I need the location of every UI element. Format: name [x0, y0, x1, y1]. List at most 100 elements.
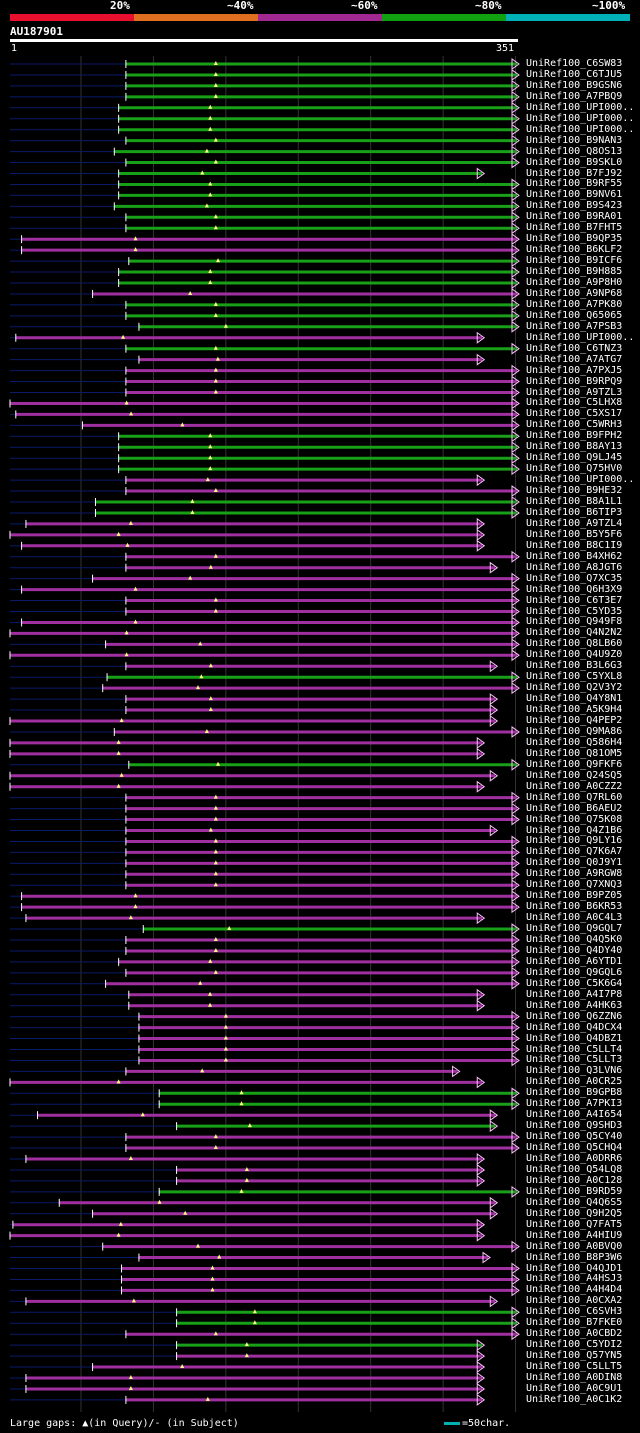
hit-label[interactable]: UniRef100_A0C128 [526, 1174, 623, 1186]
hit-label[interactable]: UniRef100_B8P3W6 [526, 1251, 623, 1263]
hit-label[interactable]: UniRef100_C5LLT3 [526, 1054, 623, 1066]
hit-label[interactable]: UniRef100_Q4DY40 [526, 944, 623, 956]
hit-label[interactable]: UniRef100_Q9GQL7 [526, 923, 623, 935]
hit-label[interactable]: UniRef100_C5K6G4 [526, 977, 623, 989]
hit-label[interactable]: UniRef100_A7PBQ9 [526, 90, 623, 102]
hit-label[interactable]: UniRef100_Q24SQ5 [526, 769, 623, 781]
hit-label[interactable]: UniRef100_Q6ZZN6 [526, 1010, 623, 1022]
hit-label[interactable]: UniRef100_C5LHX8 [526, 397, 623, 409]
hit-label[interactable]: UniRef100_B6AEU2 [526, 802, 623, 814]
hit-label[interactable]: UniRef100_A9TZL4 [526, 517, 623, 529]
hit-label[interactable]: UniRef100_UPI000.. [526, 101, 635, 113]
hit-label[interactable]: UniRef100_A0BVQ0 [526, 1240, 623, 1252]
hit-label[interactable]: UniRef100_Q54LQ8 [526, 1163, 623, 1175]
hit-label[interactable]: UniRef100_Q9SHD3 [526, 1120, 623, 1132]
hit-label[interactable]: UniRef100_C5WRH3 [526, 419, 623, 431]
hit-label[interactable]: UniRef100_B6KLF2 [526, 244, 623, 256]
hit-label[interactable]: UniRef100_B7FKE0 [526, 1317, 623, 1329]
hit-label[interactable]: UniRef100_A8JGT6 [526, 561, 623, 573]
hit-label[interactable]: UniRef100_A0CXA2 [526, 1295, 623, 1307]
hit-label[interactable]: UniRef100_Q4QJD1 [526, 1262, 623, 1274]
hit-label[interactable]: UniRef100_A9P8H0 [526, 277, 623, 288]
hit-label[interactable]: UniRef100_A7ATG7 [526, 353, 623, 365]
hit-label[interactable]: UniRef100_Q2V3Y2 [526, 682, 623, 694]
hit-label[interactable]: UniRef100_A5K9H4 [526, 704, 623, 716]
hit-label[interactable]: UniRef100_B7FHT5 [526, 222, 623, 234]
hit-label[interactable]: UniRef100_C6TNZ3 [526, 342, 623, 354]
hit-label[interactable]: UniRef100_B9RA01 [526, 211, 623, 223]
hit-label[interactable]: UniRef100_A4HSJ3 [526, 1273, 623, 1285]
hit-label[interactable]: UniRef100_Q4Q5K0 [526, 934, 623, 945]
hit-label[interactable]: UniRef100_A7PK80 [526, 298, 623, 310]
hit-label[interactable]: UniRef100_B9RD59 [526, 1185, 623, 1197]
hit-label[interactable]: UniRef100_Q4N2N2 [526, 627, 623, 639]
hit-label[interactable]: UniRef100_B6TIP3 [526, 506, 623, 518]
hit-label[interactable]: UniRef100_Q9FKF6 [526, 758, 623, 770]
hit-label[interactable]: UniRef100_Q4U9Z0 [526, 649, 623, 661]
hit-label[interactable]: UniRef100_A0C9U1 [526, 1382, 623, 1394]
hit-label[interactable]: UniRef100_Q7XNQ3 [526, 879, 623, 891]
hit-label[interactable]: UniRef100_Q75K08 [526, 813, 623, 825]
hit-label[interactable]: UniRef100_B3L6G3 [526, 660, 623, 672]
hit-label[interactable]: UniRef100_Q5CY40 [526, 1131, 623, 1143]
hit-label[interactable]: UniRef100_Q0J9Y1 [526, 857, 623, 869]
hit-label[interactable]: UniRef100_Q9H2Q5 [526, 1207, 623, 1219]
hit-label[interactable]: UniRef100_A4I7P8 [526, 988, 623, 1000]
hit-label[interactable]: UniRef100_Q4Y8N1 [526, 693, 623, 705]
hit-label[interactable]: UniRef100_B9GSN6 [526, 79, 623, 91]
hit-label[interactable]: UniRef100_C6SW83 [526, 58, 623, 69]
hit-label[interactable]: UniRef100_A9RGW8 [526, 868, 623, 880]
hit-label[interactable]: UniRef100_B9SKL0 [526, 156, 623, 168]
hit-label[interactable]: UniRef100_C6SVH3 [526, 1306, 623, 1318]
hit-label[interactable]: UniRef100_B9HE32 [526, 485, 623, 497]
hit-label[interactable]: UniRef100_Q57YN5 [526, 1350, 623, 1362]
hit-label[interactable]: UniRef100_Q9MA86 [526, 725, 623, 737]
hit-label[interactable]: UniRef100_A4H4D4 [526, 1284, 623, 1296]
hit-label[interactable]: UniRef100_B9RF55 [526, 178, 623, 190]
hit-label[interactable]: UniRef100_Q7FAT5 [526, 1218, 623, 1230]
hit-label[interactable]: UniRef100_A7PSB3 [526, 320, 623, 332]
hit-label[interactable]: UniRef100_Q9LY16 [526, 835, 623, 847]
hit-label[interactable]: UniRef100_UPI000.. [526, 331, 635, 343]
hit-label[interactable]: UniRef100_B9H885 [526, 266, 623, 278]
hit-label[interactable]: UniRef100_Q7K6A7 [526, 846, 623, 858]
hit-label[interactable]: UniRef100_C5YD35 [526, 605, 623, 617]
hit-label[interactable]: UniRef100_B8C1I9 [526, 539, 623, 551]
hit-label[interactable]: UniRef100_Q4Z1B6 [526, 824, 623, 836]
hit-label[interactable]: UniRef100_Q8OS13 [526, 145, 623, 157]
hit-label[interactable]: UniRef100_A0CZZ2 [526, 780, 623, 792]
hit-label[interactable]: UniRef100_Q5CHQ4 [526, 1142, 623, 1154]
hit-label[interactable]: UniRef100_B7FJ92 [526, 167, 623, 179]
hit-label[interactable]: UniRef100_A9TZL3 [526, 386, 623, 398]
hit-label[interactable]: UniRef100_C6TJU5 [526, 68, 623, 80]
hit-label[interactable]: UniRef100_Q8LB60 [526, 638, 623, 650]
hit-label[interactable]: UniRef100_C5LLT4 [526, 1043, 623, 1055]
hit-label[interactable]: UniRef100_Q81OM5 [526, 747, 623, 759]
hit-label[interactable]: UniRef100_A7PXJ5 [526, 364, 623, 376]
hit-label[interactable]: UniRef100_Q9LJ45 [526, 452, 623, 464]
hit-label[interactable]: UniRef100_B9NV61 [526, 189, 623, 201]
hit-label[interactable]: UniRef100_B9PZ05 [526, 890, 623, 902]
hit-label[interactable]: UniRef100_A0C1K2 [526, 1393, 623, 1405]
hit-label[interactable]: UniRef100_A0CBD2 [526, 1328, 623, 1340]
hit-label[interactable]: UniRef100_Q9GQL6 [526, 966, 623, 978]
hit-label[interactable]: UniRef100_UPI000.. [526, 112, 635, 124]
hit-label[interactable]: UniRef100_B8A1L1 [526, 496, 623, 507]
hit-label[interactable]: UniRef100_Q4DCX4 [526, 1021, 623, 1033]
hit-label[interactable]: UniRef100_Q949F8 [526, 616, 623, 628]
hit-label[interactable]: UniRef100_Q6H3X9 [526, 583, 623, 595]
hit-label[interactable]: UniRef100_A6YTD1 [526, 955, 623, 967]
hit-label[interactable]: UniRef100_C5LLT5 [526, 1361, 623, 1373]
hit-label[interactable]: UniRef100_Q4PEP2 [526, 715, 623, 726]
hit-label[interactable]: UniRef100_B9NAN3 [526, 134, 623, 146]
hit-label[interactable]: UniRef100_Q4DBZ1 [526, 1032, 623, 1044]
hit-label[interactable]: UniRef100_B4XH62 [526, 550, 623, 562]
hit-label[interactable]: UniRef100_B9FPH2 [526, 430, 623, 442]
hit-label[interactable]: UniRef100_B9ICF6 [526, 255, 623, 267]
hit-label[interactable]: UniRef100_A0DIN8 [526, 1372, 623, 1383]
hit-label[interactable]: UniRef100_B8AY13 [526, 441, 623, 453]
hit-label[interactable]: UniRef100_A9NP68 [526, 287, 623, 299]
hit-label[interactable]: UniRef100_B9S423 [526, 200, 623, 212]
hit-label[interactable]: UniRef100_Q65065 [526, 309, 623, 321]
hit-label[interactable]: UniRef100_C5YDI2 [526, 1339, 623, 1351]
